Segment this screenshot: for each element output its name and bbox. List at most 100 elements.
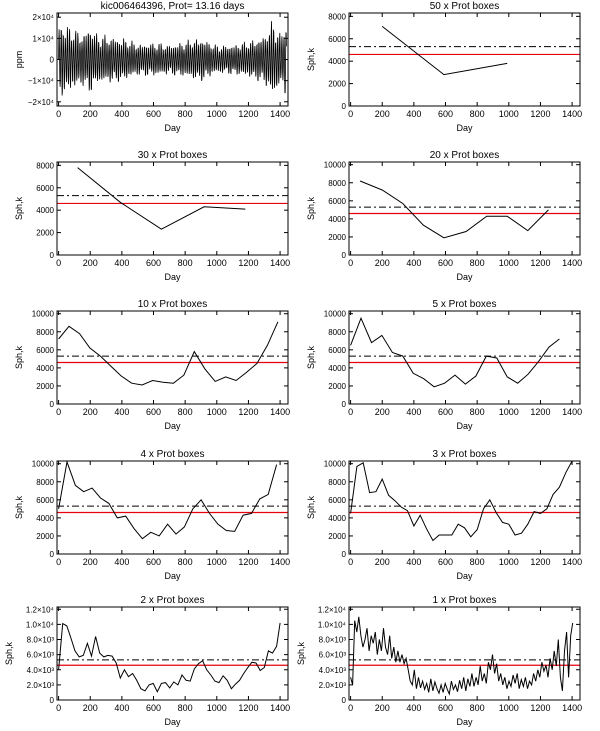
y-tick-label: 6000 (328, 35, 346, 44)
sph-series (77, 167, 246, 230)
y-tick-label: 6.0×10³ (319, 651, 347, 660)
axes-frame (348, 161, 581, 256)
x-tick-label: 400 (114, 109, 129, 119)
y-tick-label: 4000 (328, 514, 346, 523)
y-tick-label: 0 (50, 550, 55, 559)
y-tick-label: 8.0×10³ (27, 636, 55, 645)
plot-area (349, 180, 580, 239)
x-tick-label: 0 (56, 407, 61, 417)
x-tick-label: 200 (375, 557, 390, 567)
x-tick-label: 600 (146, 703, 161, 713)
y-tick-label: 10000 (324, 161, 347, 170)
y-tick-label: 6000 (328, 346, 346, 355)
y-tick-label: 0 (50, 56, 55, 65)
y-axis-label: Sph,k (306, 47, 316, 71)
axes-frame (56, 161, 289, 256)
x-tick-label: 1000 (207, 258, 227, 268)
x-tick-label: 400 (114, 557, 129, 567)
y-tick-label: 4000 (36, 364, 54, 373)
x-tick-label: 1200 (238, 109, 258, 119)
x-tick-label: 1200 (530, 407, 550, 417)
y-axis-label: Sph,k (306, 345, 316, 369)
y-tick-label: 2000 (328, 532, 346, 541)
x-tick-label: 1200 (530, 109, 550, 119)
axes-frame (348, 460, 581, 555)
x-tick-label: 0 (348, 109, 353, 119)
x-axis-label: Day (164, 123, 181, 133)
x-tick-label: 200 (83, 109, 98, 119)
sph-series (350, 461, 573, 542)
x-axis-label: Day (164, 421, 181, 431)
y-tick-label: 2.0×10³ (319, 681, 347, 690)
y-tick-label: 8000 (328, 478, 346, 487)
y-tick-label: 8000 (36, 328, 54, 337)
x-axis-label: Day (456, 717, 473, 727)
x-tick-label: 400 (406, 258, 421, 268)
x-tick-label: 600 (146, 557, 161, 567)
y-tick-label: 2000 (36, 229, 54, 238)
x-tick-label: 0 (56, 109, 61, 119)
sph-series (350, 316, 560, 388)
x-tick-label: 600 (146, 258, 161, 268)
panel-box50: 50 x Prot boxes 0 200 400 600 800 1000 1200 1400… (306, 1, 582, 133)
sph-series (58, 461, 278, 540)
x-tick-label: 0 (348, 407, 353, 417)
panel-title: kic006464396, Prot= 13.16 days (101, 1, 245, 12)
panel-title: 5 x Prot boxes (433, 299, 497, 310)
y-tick-label: 10000 (324, 460, 347, 469)
y-tick-label: 0 (342, 102, 347, 111)
x-tick-label: 1400 (562, 407, 582, 417)
x-tick-label: 400 (406, 109, 421, 119)
x-tick-label: 200 (375, 109, 390, 119)
x-tick-label: 400 (406, 703, 421, 713)
x-tick-label: 1000 (499, 407, 519, 417)
sph-series (359, 180, 549, 239)
x-tick-label: 800 (178, 407, 193, 417)
x-tick-label: 800 (178, 109, 193, 119)
x-tick-label: 1400 (270, 557, 290, 567)
x-tick-label: 0 (348, 703, 353, 713)
panel-box20: 20 x Prot boxes 0 200 400 600 800 1000 1200 1400… (306, 150, 582, 282)
plot-area (58, 21, 287, 96)
x-tick-label: 800 (470, 703, 485, 713)
x-tick-label: 600 (438, 109, 453, 119)
x-axis-label: Day (164, 272, 181, 282)
axes-frame (56, 606, 289, 701)
y-tick-label: 2×10⁴ (33, 13, 55, 22)
x-tick-label: 200 (83, 703, 98, 713)
x-tick-label: 400 (114, 407, 129, 417)
y-axis-label: Sph,k (296, 641, 306, 665)
x-axis-label: Day (456, 421, 473, 431)
y-tick-label: 4.0×10³ (319, 666, 347, 675)
panel-box1: 1 x Prot boxes 0 200 400 600 800 1000 1200 1400 0… (296, 595, 582, 727)
y-tick-label: 4000 (36, 514, 54, 523)
y-tick-label: 2000 (328, 80, 346, 89)
y-tick-label: 2000 (36, 382, 54, 391)
y-tick-label: 0 (50, 400, 55, 409)
x-tick-label: 400 (114, 703, 129, 713)
y-tick-label: 0 (342, 400, 347, 409)
y-axis-label: Sph,k (4, 641, 14, 665)
y-tick-label: 0 (342, 696, 347, 705)
x-tick-label: 1200 (238, 407, 258, 417)
x-tick-label: 800 (470, 258, 485, 268)
x-tick-label: 800 (470, 407, 485, 417)
x-tick-label: 200 (83, 557, 98, 567)
x-axis-label: Day (456, 571, 473, 581)
sph-series (58, 321, 279, 386)
x-tick-label: 600 (146, 407, 161, 417)
y-tick-label: 2000 (36, 532, 54, 541)
panel-title: 2 x Prot boxes (141, 595, 205, 606)
panel-box30: 30 x Prot boxes 0 200 400 600 800 1000 1200 1400… (14, 150, 290, 282)
y-tick-label: 1.0×10⁴ (26, 620, 55, 629)
panel-title: 50 x Prot boxes (430, 1, 499, 12)
y-tick-label: 1.2×10⁴ (318, 605, 347, 614)
x-tick-label: 1200 (530, 258, 550, 268)
x-tick-label: 1200 (238, 557, 258, 567)
x-tick-label: 1400 (270, 703, 290, 713)
y-tick-label: 4000 (328, 215, 346, 224)
y-tick-label: 1.2×10⁴ (26, 605, 55, 614)
axes-frame (348, 310, 581, 405)
panel-box5: 5 x Prot boxes 0 200 400 600 800 1000 1200 1400 0… (306, 299, 582, 431)
x-tick-label: 1000 (499, 557, 519, 567)
